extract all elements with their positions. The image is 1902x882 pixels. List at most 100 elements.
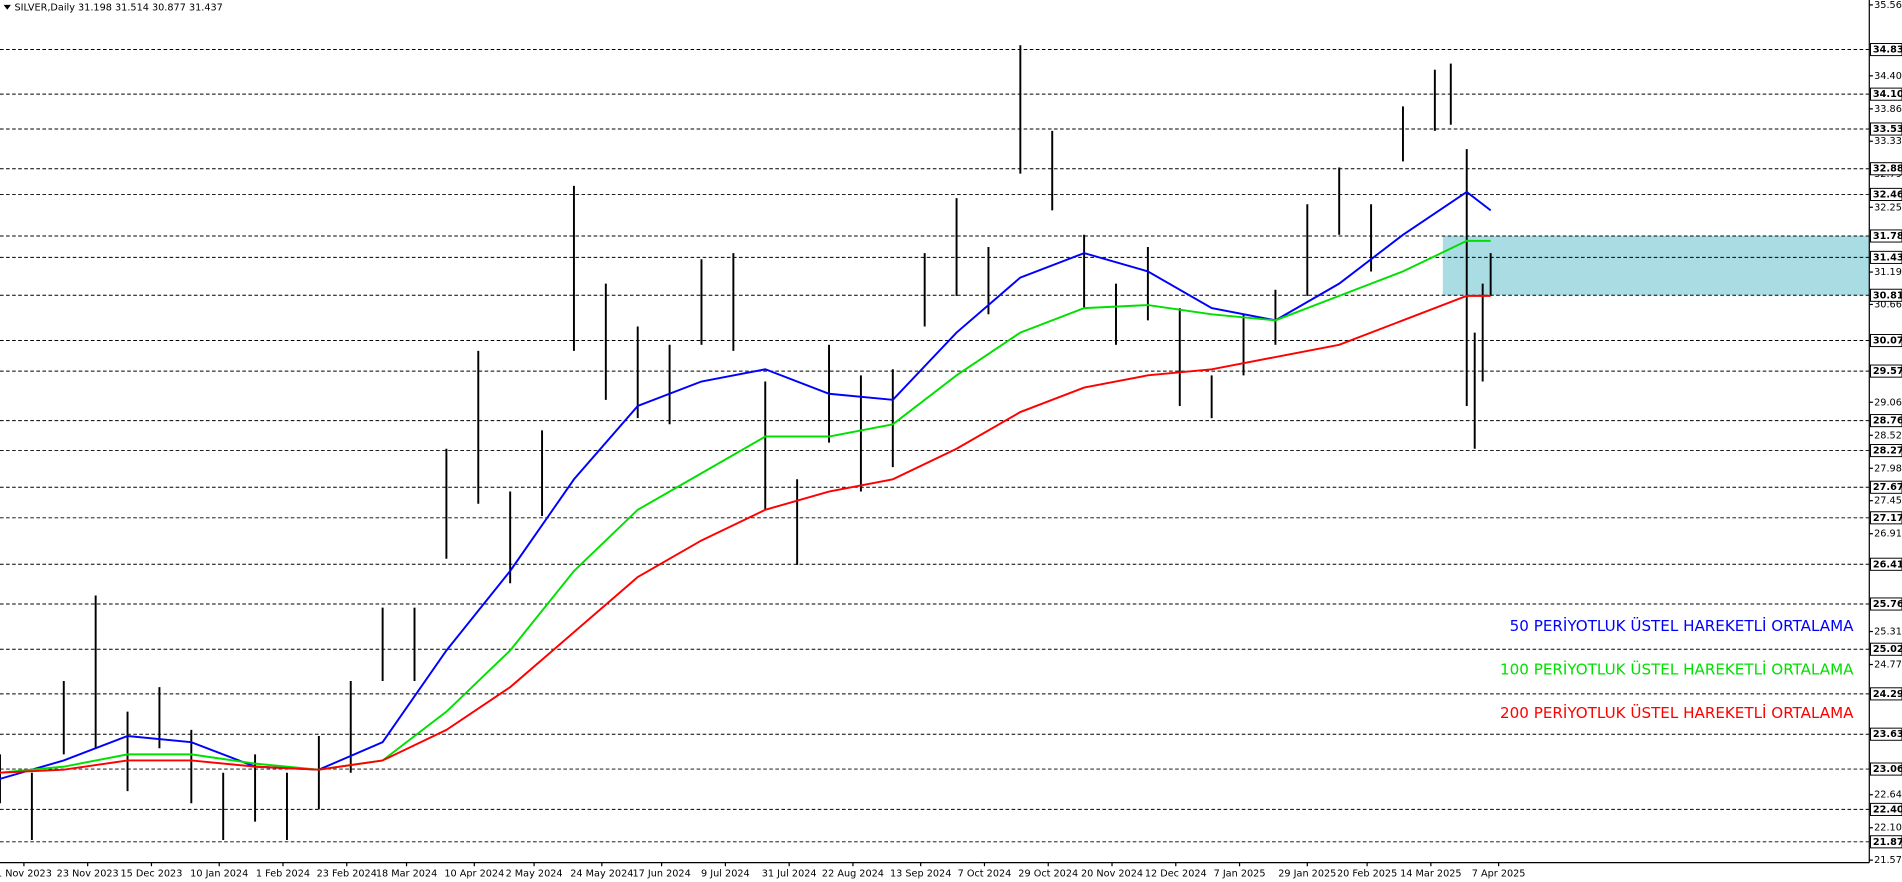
level-label: 32.88 [1873,164,1902,175]
x-tick-label: 24 May 2024 [570,868,633,879]
level-label: 34.83 [1873,45,1902,56]
level-label-box [1870,557,1902,571]
y-tick-label: 31.19 [1874,267,1902,278]
level-label-box [1870,762,1902,776]
x-tick-label: 17 Jun 2024 [632,868,690,879]
x-tick-label: 7 Apr 2025 [1472,868,1526,879]
level-label: 25.02 [1873,644,1902,655]
level-label: 31.78 [1873,231,1902,242]
x-tick-label: 22 Aug 2024 [822,868,884,879]
x-tick-label: 9 Jul 2024 [701,868,750,879]
level-label-box [1870,597,1902,611]
y-tick-label: 28.52 [1874,430,1902,441]
x-tick-label: 23 Feb 2024 [317,868,377,879]
legend: 50 PERİYOTLUK ÜSTEL HAREKETLİ ORTALAMA 10… [1500,616,1854,722]
legend-label: 50 PERİYOTLUK ÜSTEL HAREKETLİ ORTALAMA [1510,616,1855,635]
level-label-box [1870,288,1902,302]
level-label-box [1870,727,1902,741]
level-label: 28.27 [1873,446,1902,457]
level-label: 32.46 [1873,189,1902,200]
level-label: 24.29 [1873,689,1902,700]
level-label: 27.17 [1873,513,1902,524]
level-label-box [1870,162,1902,176]
x-tick-label: 29 Oct 2024 [1018,868,1078,879]
x-tick-label: 31 Jul 2024 [762,868,817,879]
level-label: 28.76 [1873,416,1902,427]
x-tick-label: 29 Jan 2025 [1278,868,1336,879]
level-label-box [1870,444,1902,458]
level-label-box [1870,835,1902,849]
y-tick-label: 35.56 [1874,0,1902,11]
x-tick-label: 7 Jan 2025 [1214,868,1266,879]
y-tick-label: 25.31 [1874,627,1902,638]
y-tick-label: 24.77 [1874,660,1902,671]
zone [1442,235,1870,296]
x-tick-label: 20 Nov 2024 [1081,868,1143,879]
y-tick-label: 33.33 [1874,136,1902,147]
level-label-box [1870,333,1902,348]
ema-line [0,239,1491,774]
x-tick-label: 23 Nov 2023 [57,868,119,879]
level-label-box [1870,122,1902,136]
y-tick-label: 30.66 [1874,299,1902,310]
level-label-box [1870,87,1902,101]
lines-layer [0,190,1492,780]
level-label: 30.81 [1873,290,1902,301]
y-tick-label: 22.10 [1874,823,1902,834]
x-tick-label: 2 May 2024 [506,868,563,879]
y-tick-label: 34.40 [1874,71,1902,82]
legend-label: 200 PERİYOTLUK ÜSTEL HAREKETLİ ORTALAMA [1500,703,1854,722]
x-tick-label: 18 Mar 2024 [376,868,437,879]
x-tick-label: 1 Nov 2023 [0,868,52,879]
level-label: 26.41 [1873,559,1902,570]
chart-title: SILVER,Daily 31.198 31.514 30.877 31.437 [15,2,223,13]
y-tick-label: 32.25 [1874,202,1902,213]
levels-layer [0,49,1870,843]
zone-layer [1442,235,1870,296]
x-tick-label: 14 Mar 2025 [1400,868,1461,879]
x-tick-label: 7 Oct 2024 [958,868,1012,879]
level-label: 21.87 [1873,837,1902,848]
y-tick-label: 21.57 [1874,855,1902,866]
y-tick-label: 22.64 [1874,790,1902,801]
level-label-box [1870,480,1902,494]
x-tick-label: 10 Apr 2024 [444,868,504,879]
x-tick-label: 10 Jan 2024 [190,868,248,879]
y-tick-label: 26.91 [1874,529,1902,540]
level-label: 22.40 [1873,804,1902,815]
x-tick-label: 15 Dec 2023 [121,868,183,879]
level-label: 31.43 [1873,252,1902,263]
level-label-box [1870,187,1902,201]
level-label: 29.57 [1873,366,1902,377]
level-label-box [1870,414,1902,428]
level-label: 34.10 [1873,89,1902,100]
x-tick-label: 1 Feb 2024 [256,868,310,879]
level-label-box [1870,250,1902,264]
level-label: 27.67 [1873,482,1902,493]
level-label-box [1870,364,1902,378]
level-label: 33.53 [1873,124,1902,135]
legend-label: 100 PERİYOTLUK ÜSTEL HAREKETLİ ORTALAMA [1500,659,1854,678]
ema-line [0,294,1491,774]
y-tick-label: 27.98 [1874,463,1902,474]
level-label-box [1870,511,1902,525]
level-label-box [1870,229,1902,243]
y-tick-label: 29.06 [1874,397,1902,408]
menu-arrow [3,4,11,10]
level-label: 23.63 [1873,729,1902,740]
level-label-box [1870,802,1902,816]
x-tick-label: 12 Dec 2024 [1145,868,1207,879]
y-tick-label: 27.45 [1874,496,1902,507]
x-tick-label: 20 Feb 2025 [1337,868,1397,879]
level-label: 23.06 [1873,764,1902,775]
level-label-box [1870,642,1902,656]
level-label: 25.76 [1873,599,1902,610]
level-label-box [1870,43,1902,57]
y-tick-label: 33.86 [1874,104,1902,115]
x-tick-label: 13 Sep 2024 [890,868,951,879]
level-label: 30.07 [1873,336,1902,347]
